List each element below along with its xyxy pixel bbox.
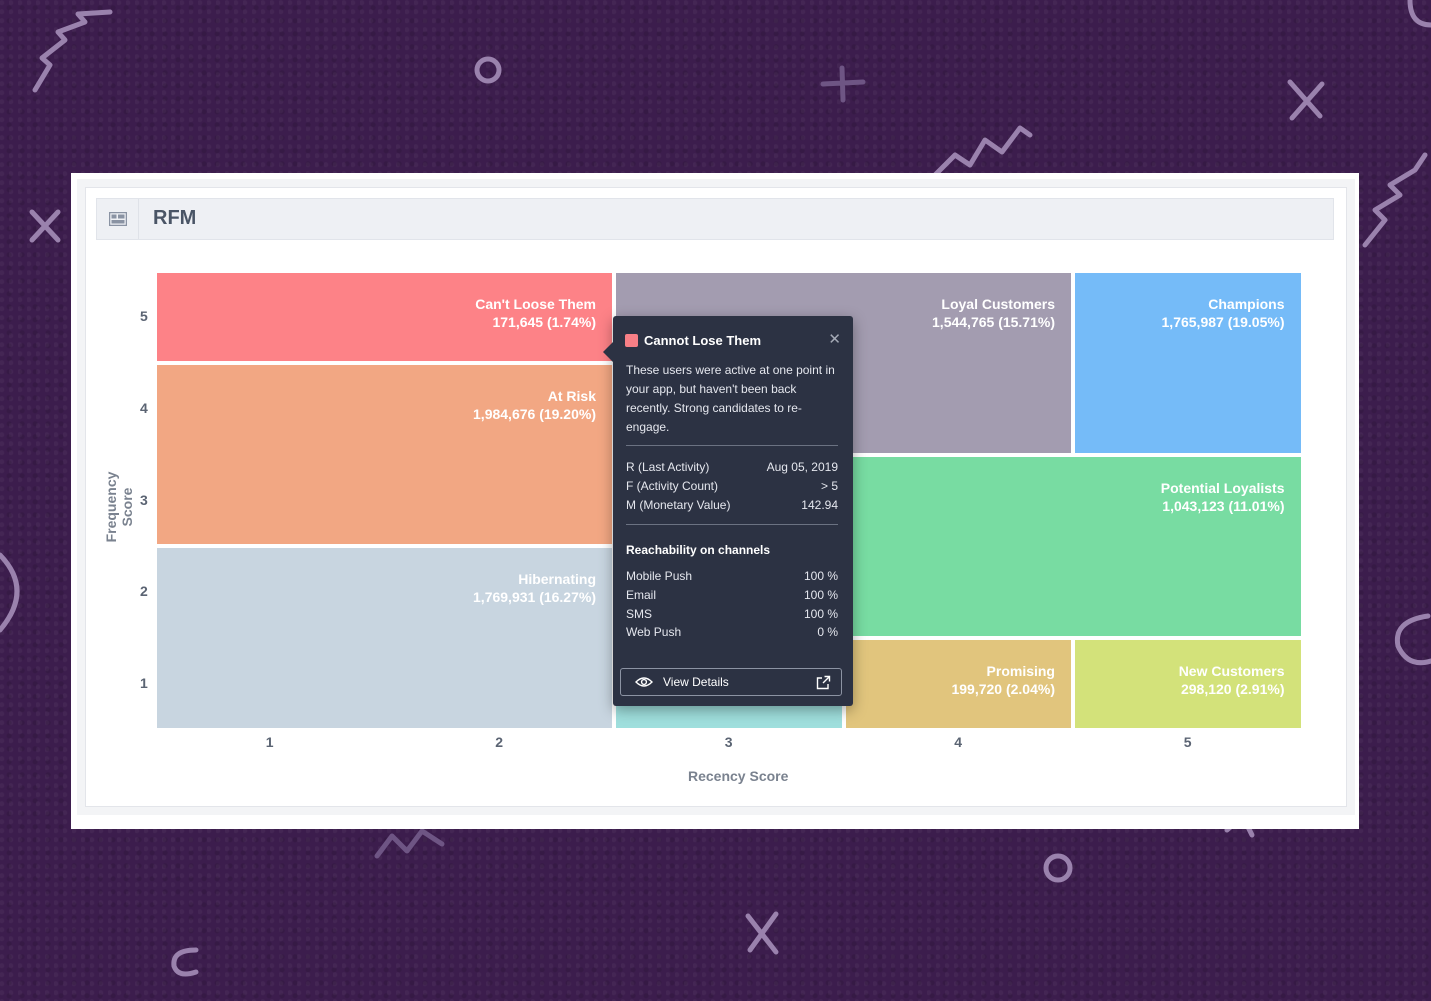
metric-label: R (Last Activity)	[626, 460, 710, 474]
segment-value: 1,043,123 (11.01%)	[1162, 497, 1285, 514]
background-doodle-zigzag-icon	[930, 120, 1040, 180]
metric-label: F (Activity Count)	[626, 479, 719, 493]
segment-name: Promising	[986, 663, 1055, 680]
view-details-label: View Details	[663, 675, 729, 689]
segment-name: Champions	[1208, 296, 1285, 312]
segment-name: New Customers	[1178, 663, 1285, 680]
panel-title: RFM	[153, 207, 197, 229]
y-tick-label: 4	[140, 399, 148, 416]
channel-label: Web Push	[626, 625, 682, 639]
metric-label: M (Monetary Value)	[626, 498, 731, 512]
eye-icon	[635, 677, 653, 687]
x-tick-label: 4	[954, 734, 963, 750]
background-doodle-arc-icon	[0, 550, 36, 640]
segment-cell[interactable]: At Risk 1,984,676 (19.20%)	[155, 362, 614, 547]
background-doodle-circle-icon	[1388, 606, 1431, 676]
channel-row: SMS 100 %	[626, 605, 838, 624]
y-tick-label: 5	[140, 307, 148, 324]
background-doodle-zigzag-icon	[1360, 150, 1431, 250]
x-tick-label: 2	[495, 734, 504, 750]
segment-value: 171,645 (1.74%)	[492, 314, 596, 330]
y-tick-label: 2	[140, 583, 148, 600]
tooltip-header: Cannot Lose Them	[625, 332, 761, 348]
dashboard-widget-icon[interactable]	[97, 199, 139, 239]
channel-value: 0 %	[817, 625, 838, 639]
channel-label: SMS	[626, 607, 653, 621]
segment-cell[interactable]: Can't Loose Them 171,645 (1.74%)	[155, 271, 614, 363]
tooltip-title: Cannot Lose Them	[644, 332, 762, 348]
segment-value: 1,544,765 (15.71%)	[932, 314, 1055, 330]
background-doodle-plus-icon	[818, 64, 868, 104]
x-axis-label: Recency Score	[688, 768, 789, 784]
background-doodle-circle-icon	[472, 54, 504, 86]
external-link-icon	[816, 675, 831, 690]
background-doodle-zigzag-icon	[30, 9, 120, 100]
segment-label: Loyal Customers 1,544,765 (15.71%)	[932, 295, 1055, 331]
tooltip-pointer	[603, 342, 613, 362]
segment-value: 1,765,987 (19.05%)	[1161, 314, 1285, 330]
background-doodle-zigzag-icon	[372, 826, 452, 866]
segment-value: 1,984,676 (19.20%)	[473, 405, 596, 422]
segment-name: At Risk	[547, 387, 596, 404]
metric-value: > 5	[820, 479, 838, 493]
channel-row: Email 100 %	[626, 586, 838, 605]
metric-row: F (Activity Count) > 5	[626, 477, 838, 496]
tooltip-description: These users were active at one point in …	[626, 363, 835, 434]
segment-color-swatch	[625, 333, 638, 347]
metric-row: R (Last Activity) Aug 05, 2019	[626, 458, 838, 477]
panel-header: RFM	[96, 198, 1334, 240]
segment-label: Champions 1,765,987 (19.05%)	[1162, 295, 1285, 331]
segment-name: Can't Loose Them	[475, 296, 596, 312]
segment-name: Potential Loyalists	[1160, 479, 1285, 496]
metric-value: 142.94	[801, 498, 838, 512]
channel-label: Email	[626, 588, 657, 602]
background-doodle-circle-icon	[166, 942, 206, 982]
segment-label: New Customers 298,120 (2.91%)	[1179, 662, 1285, 698]
background-doodle-cross-icon	[740, 908, 786, 958]
segment-cell[interactable]: Champions 1,765,987 (19.05%)	[1073, 271, 1303, 455]
y-axis-label: Frequency Score	[103, 471, 135, 543]
background-doodle-arc-icon	[1400, 0, 1431, 40]
segment-label: Promising 199,720 (2.04%)	[951, 662, 1055, 698]
channel-value: 100 %	[803, 569, 838, 583]
segment-value: 199,720 (2.04%)	[951, 681, 1055, 698]
background-doodle-circle-icon	[1040, 850, 1076, 886]
close-icon[interactable]: ✕	[828, 331, 841, 348]
segment-label: At Risk 1,984,676 (19.20%)	[473, 387, 596, 423]
background-doodle-cross-icon	[1284, 76, 1330, 122]
segment-cell[interactable]: New Customers 298,120 (2.91%)	[1073, 638, 1303, 730]
segment-label: Can't Loose Them 171,645 (1.74%)	[475, 295, 596, 331]
view-details-button[interactable]: View Details	[620, 668, 842, 696]
x-tick-label: 5	[1183, 734, 1192, 750]
segment-label: Hibernating 1,769,931 (16.27%)	[473, 570, 596, 606]
channel-label: Mobile Push	[626, 569, 693, 583]
x-tick-label: 1	[265, 734, 274, 750]
reachability-title: Reachability on channels	[626, 543, 771, 557]
tooltip-divider	[626, 445, 838, 446]
x-tick-label: 3	[724, 734, 733, 750]
channel-value: 100 %	[803, 607, 838, 621]
segment-value: 1,769,931 (16.27%)	[473, 589, 596, 606]
channel-row: Web Push 0 %	[626, 623, 838, 642]
y-tick-label: 1	[140, 675, 148, 692]
segment-cell[interactable]: Promising 199,720 (2.04%)	[843, 638, 1073, 730]
channel-value: 100 %	[803, 588, 838, 602]
segment-tooltip: Cannot Lose Them ✕ These users were acti…	[603, 316, 853, 706]
segment-label: Potential Loyalists 1,043,123 (11.01%)	[1161, 479, 1285, 515]
segment-name: Loyal Customers	[941, 296, 1055, 312]
screenshot-frame: RFM Can't Loose Them 171,645 (1.74%) At Ri…	[71, 173, 1359, 829]
background-doodle-cross-icon	[26, 206, 66, 246]
metric-value: Aug 05, 2019	[766, 460, 838, 474]
segment-value: 298,120 (2.91%)	[1180, 681, 1285, 698]
segment-cell[interactable]: Hibernating 1,769,931 (16.27%)	[155, 546, 614, 730]
metric-row: M (Monetary Value) 142.94	[626, 496, 838, 515]
segment-name: Hibernating	[518, 571, 596, 588]
channel-row: Mobile Push 100 %	[626, 567, 838, 586]
tooltip-divider	[626, 524, 838, 525]
y-tick-label: 3	[140, 491, 148, 508]
